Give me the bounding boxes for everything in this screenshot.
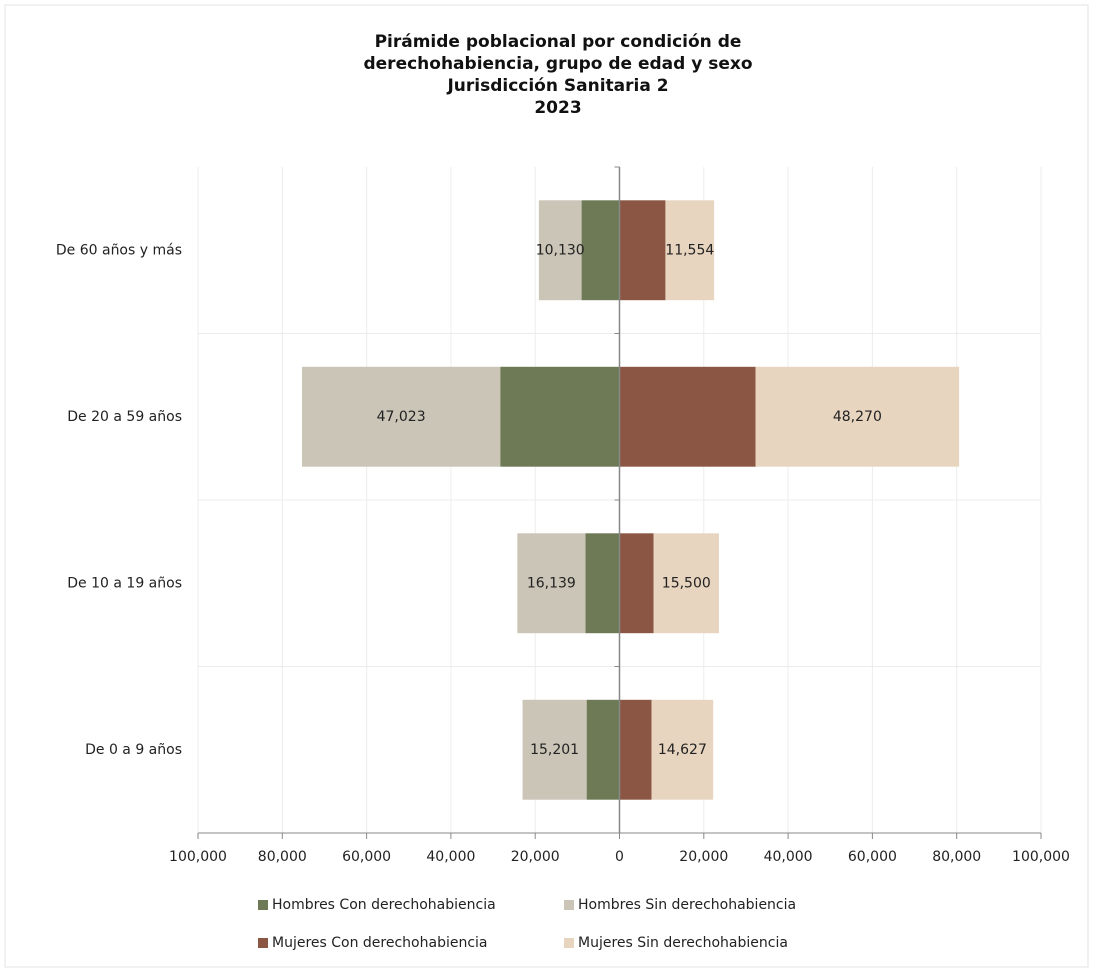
legend-label: Hombres Sin derechohabiencia — [578, 897, 796, 913]
bar — [619, 200, 666, 301]
x-tick-label: 60,000 — [848, 849, 897, 865]
y-tick-label: De 0 a 9 años — [85, 742, 182, 758]
bar — [665, 200, 715, 301]
bar — [653, 533, 719, 634]
bar — [651, 699, 714, 800]
legend-swatch — [564, 900, 574, 910]
x-tick-label: 20,000 — [679, 849, 728, 865]
x-tick-label: 0 — [615, 849, 624, 865]
x-tick-label: 80,000 — [258, 849, 307, 865]
y-tick-label: De 60 años y más — [56, 242, 182, 258]
chart-border — [4, 4, 1089, 968]
bar — [581, 200, 620, 301]
bar — [538, 200, 582, 301]
x-tick-label: 60,000 — [342, 849, 391, 865]
bar — [586, 699, 620, 800]
data-label: 47,023 — [377, 409, 426, 425]
x-tick-label: 80,000 — [932, 849, 981, 865]
bar — [500, 366, 620, 467]
legend-swatch — [258, 900, 268, 910]
bar — [585, 533, 620, 634]
bar — [619, 699, 652, 800]
data-label: 15,500 — [662, 575, 711, 591]
chart-title: Jurisdicción Sanitaria 2 — [446, 76, 668, 96]
data-label: 11,554 — [665, 242, 714, 258]
data-label: 10,130 — [536, 242, 585, 258]
x-tick-label: 100,000 — [169, 849, 227, 865]
y-tick-label: De 10 a 19 años — [67, 575, 182, 591]
bar — [619, 366, 756, 467]
bar — [522, 699, 587, 800]
data-label: 16,139 — [527, 575, 576, 591]
x-tick-label: 20,000 — [511, 849, 560, 865]
x-tick-label: 40,000 — [426, 849, 475, 865]
data-label: 15,201 — [530, 742, 579, 758]
x-tick-label: 100,000 — [1012, 849, 1070, 865]
bar — [302, 366, 501, 467]
legend-swatch — [564, 938, 574, 948]
chart-title: 2023 — [534, 98, 581, 118]
bar — [517, 533, 586, 634]
legend-label: Hombres Con derechohabiencia — [272, 897, 496, 913]
chart-title: derechohabiencia, grupo de edad y sexo — [363, 54, 752, 74]
legend-swatch — [258, 938, 268, 948]
y-tick-label: De 20 a 59 años — [67, 409, 182, 425]
bar — [619, 533, 654, 634]
legend-label: Mujeres Con derechohabiencia — [272, 935, 488, 951]
x-tick-label: 40,000 — [764, 849, 813, 865]
chart-title: Pirámide poblacional por condición de — [375, 32, 742, 52]
data-label: 14,627 — [658, 742, 707, 758]
data-label: 48,270 — [833, 409, 882, 425]
legend-label: Mujeres Sin derechohabiencia — [578, 935, 788, 951]
bar — [755, 366, 960, 467]
